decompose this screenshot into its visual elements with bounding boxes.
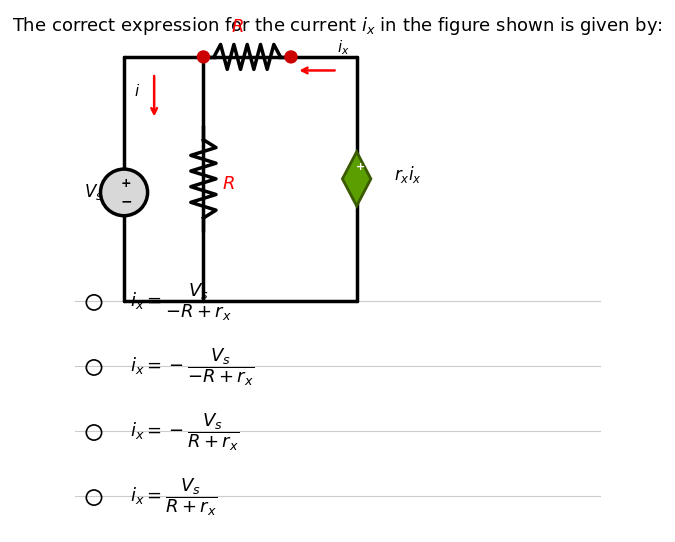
Text: $i_x = \dfrac{V_s}{-R+r_x}$: $i_x = \dfrac{V_s}{-R+r_x}$ — [130, 282, 232, 323]
Text: $i$: $i$ — [134, 83, 140, 99]
Text: $r_x i_x$: $r_x i_x$ — [394, 164, 422, 185]
Circle shape — [197, 51, 209, 63]
Circle shape — [101, 169, 148, 216]
Text: +: + — [121, 177, 132, 190]
Text: +: + — [356, 162, 365, 172]
Text: $i_x = -\dfrac{V_s}{R+r_x}$: $i_x = -\dfrac{V_s}{R+r_x}$ — [130, 412, 239, 453]
Text: $R$: $R$ — [231, 18, 244, 36]
Text: $V_s$: $V_s$ — [84, 183, 103, 202]
Text: $i_x = -\dfrac{V_s}{-R+r_x}$: $i_x = -\dfrac{V_s}{-R+r_x}$ — [130, 347, 254, 388]
Text: $i_x$: $i_x$ — [337, 38, 349, 57]
Polygon shape — [342, 152, 371, 206]
Text: −: − — [120, 194, 132, 208]
Text: $R$: $R$ — [221, 175, 234, 193]
Circle shape — [285, 51, 297, 63]
Text: The correct expression for the current $i_x$ in the figure shown is given by:: The correct expression for the current $… — [12, 15, 663, 37]
Text: $i_x = \dfrac{V_s}{R+r_x}$: $i_x = \dfrac{V_s}{R+r_x}$ — [130, 477, 217, 518]
